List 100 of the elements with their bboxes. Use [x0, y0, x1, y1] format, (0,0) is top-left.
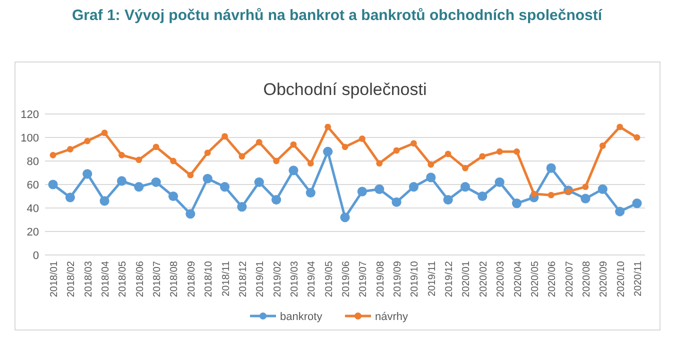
point — [496, 148, 503, 155]
x-tick-label: 2019/07 — [358, 260, 370, 298]
point — [358, 135, 366, 142]
point — [134, 182, 144, 192]
point — [187, 172, 194, 178]
x-tick-label: 2020/06 — [547, 260, 558, 298]
point — [256, 139, 262, 146]
x-tick-label: 2020/03 — [496, 260, 507, 298]
x-tick-label: 2020/10 — [616, 260, 627, 298]
point — [546, 163, 556, 173]
chart-title: Graf 1: Vývoj počtu návrhů na bankrot a bankrotů obchodních společností — [72, 7, 603, 24]
point — [136, 156, 142, 164]
x-tick-label: 2018/08 — [169, 260, 180, 298]
x-tick-label: 2019/06 — [341, 260, 352, 298]
point — [151, 177, 161, 187]
point — [271, 194, 282, 205]
point — [202, 174, 212, 184]
y-tick-label: 40 — [26, 202, 39, 215]
x-tick-label: 2018/09 — [186, 260, 198, 298]
x-tick-label: 2019/10 — [410, 260, 421, 298]
point — [273, 158, 280, 164]
y-tick-label: 80 — [26, 156, 39, 168]
point — [616, 124, 624, 130]
x-tick-label: 2018/02 — [66, 260, 78, 298]
point — [479, 153, 486, 160]
point — [376, 160, 383, 167]
point — [530, 190, 538, 198]
point — [222, 133, 228, 140]
point — [306, 188, 316, 198]
chart-subtitle: Obchodní společnosti — [263, 80, 427, 99]
point — [288, 166, 298, 176]
x-tick-label: 2020/04 — [512, 260, 524, 298]
x-tick-label: 2018/05 — [118, 260, 129, 298]
x-tick-label: 2018/04 — [100, 260, 112, 298]
point — [565, 188, 572, 195]
point — [237, 202, 247, 212]
point — [410, 140, 417, 147]
point — [462, 164, 468, 172]
point — [598, 184, 608, 194]
point — [324, 124, 332, 130]
x-tick-label: 2020/11 — [633, 260, 644, 296]
point — [444, 150, 452, 158]
y-tick-label: 20 — [26, 226, 39, 238]
y-tick-label: 0 — [32, 250, 39, 262]
x-tick-label: 2020/02 — [478, 260, 490, 298]
point — [514, 148, 520, 155]
y-tick-label: 120 — [20, 108, 39, 121]
point — [632, 198, 642, 208]
point — [548, 192, 554, 198]
y-tick-label: 100 — [20, 132, 39, 144]
point — [615, 206, 625, 216]
x-tick-label: 2019/01 — [255, 260, 266, 298]
x-tick-label: 2018/11 — [220, 260, 232, 296]
x-tick-label: 2018/03 — [83, 260, 94, 298]
point — [443, 194, 453, 205]
point — [48, 180, 58, 190]
legend-label: bankroty — [280, 310, 323, 323]
point — [168, 191, 178, 202]
point — [460, 182, 470, 192]
point — [170, 158, 176, 164]
point — [428, 161, 434, 168]
point — [426, 172, 436, 182]
point — [238, 153, 246, 160]
point — [204, 150, 211, 156]
point — [290, 141, 297, 148]
point — [478, 191, 488, 202]
point — [100, 196, 110, 206]
x-tick-label: 2019/04 — [306, 260, 318, 298]
x-tick-label: 2018/01 — [49, 260, 60, 298]
point — [582, 184, 589, 190]
point — [254, 177, 264, 187]
x-tick-label: 2018/12 — [238, 260, 249, 298]
point — [580, 194, 590, 204]
point — [634, 134, 640, 141]
point — [342, 144, 348, 150]
x-tick-label: 2018/06 — [134, 260, 146, 298]
x-tick-label: 2019/12 — [444, 260, 456, 298]
point — [512, 198, 522, 208]
point — [220, 182, 230, 192]
x-tick-label: 2020/08 — [581, 260, 592, 298]
point — [152, 144, 160, 150]
point — [65, 192, 75, 202]
x-tick-label: 2019/11 — [426, 260, 438, 296]
y-tick-label: 60 — [26, 179, 39, 192]
point — [323, 146, 333, 156]
point — [84, 138, 91, 144]
point — [408, 182, 419, 192]
point — [357, 186, 367, 196]
point — [392, 197, 402, 207]
x-tick-label: 2018/07 — [152, 260, 164, 298]
x-tick-label: 2019/08 — [375, 260, 386, 298]
x-tick-label: 2020/09 — [598, 260, 610, 298]
x-tick-label: 2019/02 — [272, 260, 284, 298]
point — [118, 152, 125, 158]
point — [340, 212, 350, 222]
point — [82, 169, 92, 179]
point — [494, 177, 504, 187]
x-tick-label: 2019/05 — [324, 260, 335, 298]
x-tick-label: 2020/07 — [564, 260, 576, 298]
x-tick-label: 2018/10 — [204, 260, 215, 298]
